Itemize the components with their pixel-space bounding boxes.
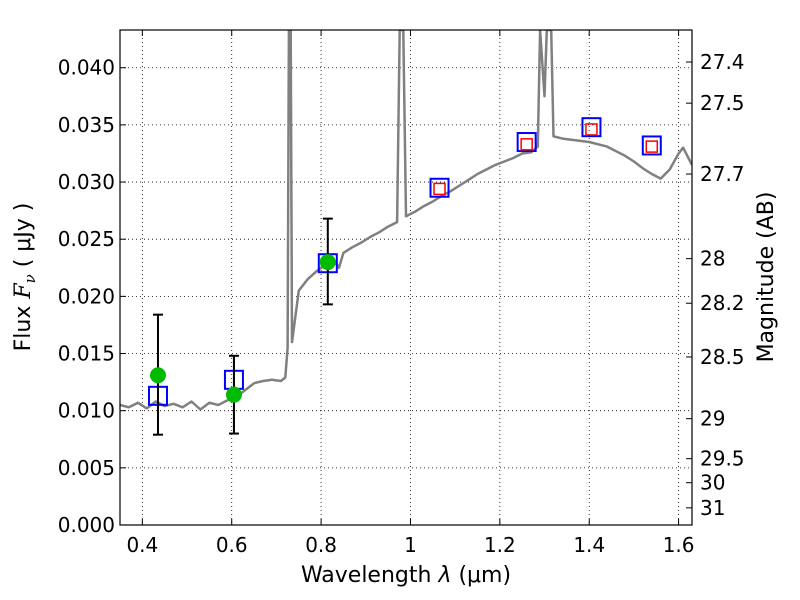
y-tick-label: 0.015 xyxy=(58,342,115,366)
y-tick-label: 0.010 xyxy=(58,399,115,423)
blue-square-marker xyxy=(516,132,537,153)
y-tick-label: 0.025 xyxy=(58,227,115,251)
mag-tick-label: 28.2 xyxy=(700,291,745,315)
y-tick-label: 0.040 xyxy=(58,56,115,80)
y-tick-label: 0.000 xyxy=(58,513,115,537)
green-circle-marker xyxy=(149,367,166,384)
blue-square-marker xyxy=(581,117,602,138)
mag-tick-label: 31 xyxy=(700,496,725,520)
blue-square-marker xyxy=(429,177,450,198)
green-circle-marker xyxy=(225,386,242,403)
red-square-marker xyxy=(645,140,659,153)
x-tick-label: 1.6 xyxy=(663,533,695,557)
ticks: 0.4 0.6 0.8 1 1.2 1.4 1.6 0.000 0.005 0.010 0.015 0… xyxy=(58,30,745,557)
x-axis-title: Wavelength λ (μm) xyxy=(301,563,511,588)
y-tick-label: 0.030 xyxy=(58,170,115,194)
mag-tick-label: 27.7 xyxy=(700,162,745,186)
red-square-marker xyxy=(585,123,598,136)
y-tick-label: 0.020 xyxy=(58,284,115,308)
x-tick-label: 0.4 xyxy=(126,533,158,557)
y-axis-title: Flux Fν ( μJy ) xyxy=(11,203,39,352)
mag-tick-label: 30 xyxy=(700,471,725,495)
x-tick-label: 1.4 xyxy=(573,533,605,557)
red-square-marker xyxy=(520,138,533,151)
x-tick-label: 0.6 xyxy=(216,533,248,557)
mag-tick-label: 27.5 xyxy=(700,91,745,115)
mag-tick-label: 28 xyxy=(700,247,725,271)
blue-square-marker xyxy=(641,135,662,156)
mag-tick-label: 28.5 xyxy=(700,345,745,369)
green-circle-marker xyxy=(319,254,336,271)
plot-frame xyxy=(119,29,693,526)
red-square-marker xyxy=(433,182,446,196)
mag-tick-label: 27.4 xyxy=(700,50,745,74)
x-tick-label: 1 xyxy=(404,533,417,557)
x-tick-label: 0.8 xyxy=(305,533,337,557)
y2-axis-title: Magnitude (AB) xyxy=(754,192,779,363)
y-tick-label: 0.035 xyxy=(58,113,115,137)
mag-tick-label: 29 xyxy=(700,407,725,431)
y-tick-label: 0.005 xyxy=(58,456,115,480)
mag-tick-label: 29.5 xyxy=(700,447,745,471)
x-tick-label: 1.2 xyxy=(484,533,516,557)
series-layer xyxy=(120,30,692,436)
